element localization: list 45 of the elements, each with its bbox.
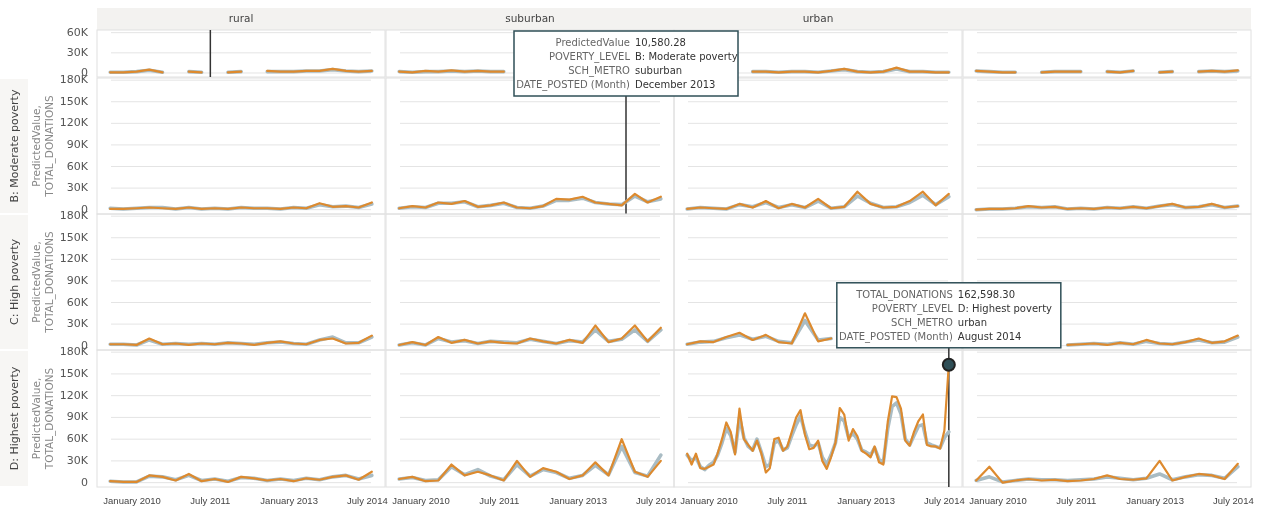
x-tick-label: January 2010 [680,495,738,506]
y-tick-label: 60K [66,159,89,173]
x-tick-label: July 2014 [1213,495,1254,506]
y-axis-title: PredictedValue, TOTAL_DONATIONS [30,94,56,198]
x-tick-label: July 2011 [190,495,231,506]
annotation: TOTAL_DONATIONS 162,598.30 POVERTY_LEVEL D: Highest poverty SCH_METRO urban DATE_POSTED (Month) August 2014 [839,288,1053,343]
x-tick-label: January 2010 [392,495,450,506]
y-tick-label: 60K [66,25,89,39]
text: C: High poverty [8,238,21,325]
chart-title: rural [228,12,254,24]
chart-title: suburban [505,12,555,24]
y-tick-label: 90K [66,137,89,151]
y-tick-label: 90K [66,273,89,287]
x-tick-label: January 2010 [969,495,1027,506]
tooltip: TOTAL_DONATIONS 162,598.30 POVERTY_LEVEL D: Highest poverty SCH_METRO urban DATE_POSTED (Month) August 2014 [836,282,1062,349]
y-tick-label: 30K [66,317,89,331]
x-tick-label: July 2011 [479,495,520,506]
x-tick-label: July 2011 [1056,495,1097,506]
text: B: Moderate poverty [8,89,21,203]
y-tick-label: 30K [66,45,89,59]
y-tick-label: 150K [59,94,89,108]
x-tick-label: January 2013 [260,495,318,506]
x-tick-label: January 2013 [549,495,607,506]
y-tick-label: 0 [81,475,88,489]
y-tick-label: 60K [66,432,89,446]
x-tick-label: July 2014 [636,495,677,506]
y-tick-label: 30K [66,453,89,467]
y-tick-label: 150K [59,366,89,380]
x-tick-label: January 2013 [837,495,895,506]
x-tick-label: July 2014 [924,495,965,506]
y-tick-label: 150K [59,230,89,244]
x-tick-label: July 2014 [347,495,388,506]
x-tick-label: January 2013 [1126,495,1184,506]
y-tick-label: 120K [59,116,89,130]
x-tick-label: January 2010 [103,495,161,506]
y-tick-label: 120K [59,252,89,266]
x-tick-label: July 2011 [767,495,808,506]
y-tick-label: 90K [66,410,89,424]
text: D: Highest poverty [8,366,21,471]
y-tick-label: 60K [66,295,89,309]
y-tick-label: 30K [66,181,89,195]
chart-title: urban [802,12,834,24]
y-axis-title: PredictedValue, TOTAL_DONATIONS [30,367,56,471]
y-axis-title: PredictedValue, TOTAL_DONATIONS [30,230,56,334]
y-tick-label: 120K [59,388,89,402]
